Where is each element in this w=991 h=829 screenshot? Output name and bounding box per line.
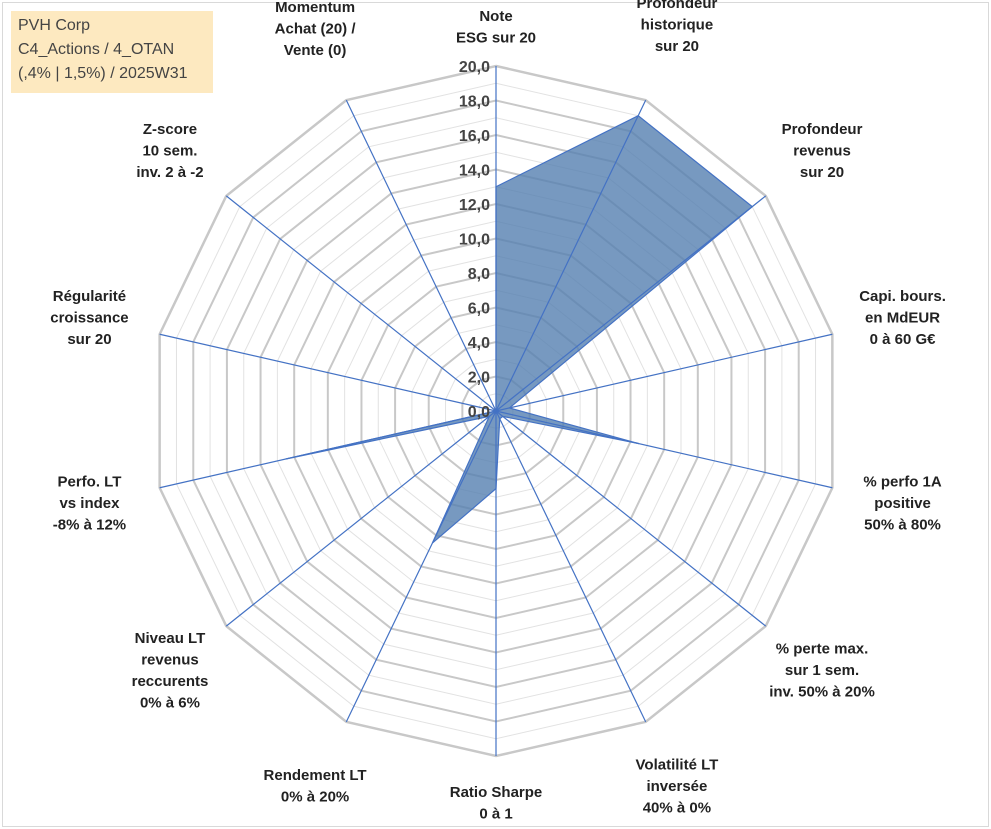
axis-spoke <box>225 195 497 412</box>
axis-spoke <box>159 333 497 412</box>
tick-label: 16,0 <box>459 128 490 145</box>
axis-label-line: 0 à 60 G€ <box>870 331 937 348</box>
axis-label: Profondeur revenus sur 20 <box>782 121 863 181</box>
axis-label-line: Note <box>479 8 512 25</box>
axis-label: % perfo 1A positive 50% à 80% <box>863 474 942 534</box>
axis-label-line: inv. 50% à 20% <box>769 684 875 701</box>
axis-label-line: Ratio Sharpe <box>450 784 543 801</box>
axis-label-line: 10 sem. <box>142 142 197 159</box>
axis-label-line: -8% à 12% <box>53 517 126 534</box>
axis-spoke <box>345 410 497 723</box>
axis-label-line: % perte max. <box>776 641 869 658</box>
axis-label-line: en MdEUR <box>865 309 940 326</box>
tick-label: 6,0 <box>468 301 490 318</box>
axis-label: Z-score 10 sem. inv. 2 à -2 <box>136 121 203 181</box>
axis-label: Ratio Sharpe 0 à 1 <box>450 784 543 823</box>
tick-label: 10,0 <box>459 232 490 249</box>
axis-label: Volatilité LT inversée 40% à 0% <box>636 756 719 816</box>
info-company: PVH Corp <box>18 17 91 34</box>
axis-label-line: 50% à 80% <box>864 517 941 534</box>
tick-label: 8,0 <box>468 266 490 283</box>
axis-label-line: sur 20 <box>800 164 844 181</box>
axis-label-line: vs index <box>59 495 120 512</box>
axis-label-line: 40% à 0% <box>643 799 711 816</box>
axis-label: Rendement LT 0% à 20% <box>264 767 367 806</box>
axis-spoke <box>159 410 497 489</box>
axis-spoke <box>495 410 647 723</box>
axis-label-line: Vente (0) <box>284 42 347 59</box>
axis-spoke <box>495 195 767 412</box>
axis-label: Note ESG sur 20 <box>456 8 536 47</box>
tick-label: 0,0 <box>468 404 490 421</box>
axis-label-line: inv. 2 à -2 <box>136 164 203 181</box>
axis-label-line: sur 20 <box>67 331 111 348</box>
axis-label-line: Rendement LT <box>264 767 367 784</box>
axis-label-line: croissance <box>50 309 128 326</box>
axis-spoke <box>495 410 767 627</box>
tick-label: 2,0 <box>468 370 490 387</box>
axis-label: % perte max. sur 1 sem. inv. 50% à 20% <box>769 641 875 701</box>
axis-label-line: Achat (20) / <box>275 21 357 38</box>
axis-spoke <box>495 333 833 412</box>
tick-label: 14,0 <box>459 163 490 180</box>
axis-label-line: Profondeur <box>637 0 718 12</box>
axis-label: Niveau LT revenus reccurents 0% à 6% <box>132 630 209 712</box>
axis-spoke <box>495 410 833 489</box>
info-box: PVH Corp C4_Actions / 4_OTAN (,4% | 1,5%… <box>11 11 213 93</box>
axis-label-line: Perfo. LT <box>58 474 122 491</box>
axis-label-line: Z-score <box>143 121 197 138</box>
axis-label-line: revenus <box>793 142 851 159</box>
info-category: C4_Actions / 4_OTAN <box>18 41 175 58</box>
axis-label-line: inversée <box>646 778 707 795</box>
axis-label-line: Momentum <box>275 0 355 16</box>
axis-label-line: sur 20 <box>655 38 699 55</box>
axis-spoke <box>345 99 497 412</box>
axis-label-line: Profondeur <box>782 121 863 138</box>
axis-label-line: Volatilité LT <box>636 756 719 773</box>
tick-label: 20,0 <box>459 59 490 76</box>
axis-label-line: reccurents <box>132 673 209 690</box>
axis-label: Régularité croissance sur 20 <box>50 288 128 348</box>
axis-label-line: sur 1 sem. <box>785 662 859 679</box>
tick-label: 18,0 <box>459 94 490 111</box>
axis-label-line: 0% à 20% <box>281 789 349 806</box>
tick-label: 4,0 <box>468 335 490 352</box>
axis-label: Capi. bours. en MdEUR 0 à 60 G€ <box>859 288 946 348</box>
axis-label-line: 0 à 1 <box>479 806 512 823</box>
axis-label: Momentum Achat (20) / Vente (0) <box>275 0 357 59</box>
info-period: (,4% | 1,5%) / 2025W31 <box>18 65 188 82</box>
axis-label-line: % perfo 1A <box>863 474 942 491</box>
axis-label-line: Niveau LT <box>135 630 206 647</box>
axis-label: Perfo. LT vs index -8% à 12% <box>53 474 126 534</box>
axis-label-line: 0% à 6% <box>140 694 200 711</box>
axis-spoke <box>225 410 497 627</box>
tick-label: 12,0 <box>459 197 490 214</box>
axis-label-line: historique <box>641 17 714 34</box>
axis-label-line: positive <box>874 495 931 512</box>
axis-label: Profondeur historique sur 20 <box>637 0 718 55</box>
axis-spoke <box>495 99 647 412</box>
axis-label-line: Régularité <box>53 288 126 305</box>
axis-label-line: Capi. bours. <box>859 288 946 305</box>
axis-label-line: ESG sur 20 <box>456 30 536 47</box>
axis-label-line: revenus <box>141 651 199 668</box>
